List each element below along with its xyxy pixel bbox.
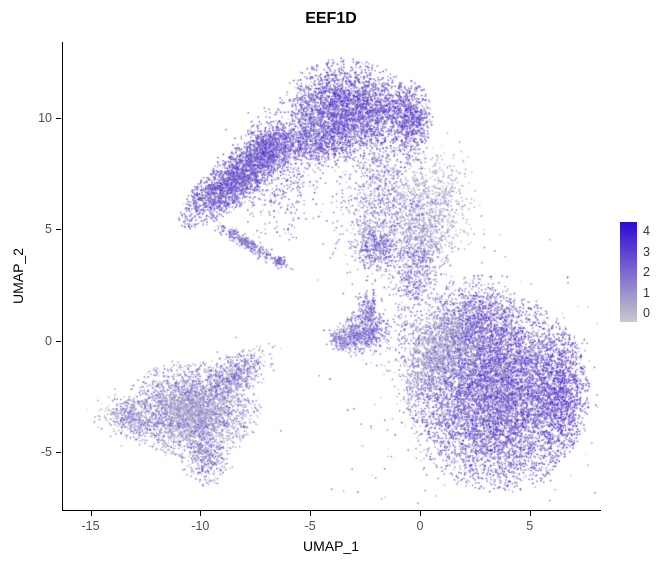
- x-tick-label: 0: [416, 519, 424, 533]
- x-tick-label: -5: [304, 519, 316, 533]
- y-axis-title: UMAP_2: [10, 247, 26, 305]
- y-tick-mark: [56, 229, 61, 231]
- y-tick-mark: [56, 340, 61, 342]
- y-tick-label: 5: [45, 222, 52, 237]
- y-tick-label: 0: [45, 333, 52, 348]
- y-tick-mark: [56, 452, 61, 454]
- legend-tick-label: 0: [643, 306, 650, 320]
- x-tick-mark: [310, 511, 312, 516]
- x-tick-mark: [529, 511, 531, 516]
- x-tick-mark: [200, 511, 202, 516]
- x-tick-mark: [90, 511, 92, 516]
- y-tick-mark: [56, 117, 61, 119]
- expression-colorbar-gradient: [620, 222, 637, 322]
- x-tick-label: 5: [526, 519, 534, 533]
- legend-tick-label: 2: [643, 265, 650, 279]
- x-tick-mark: [419, 511, 421, 516]
- x-axis-title: UMAP_1: [302, 538, 360, 554]
- y-tick-label: -5: [40, 445, 52, 460]
- plot-area: [62, 42, 601, 511]
- x-tick-label: -15: [81, 519, 100, 533]
- legend-tick-label: 3: [643, 244, 650, 259]
- plot-title: EEF1D: [305, 10, 357, 27]
- y-tick-label: 10: [38, 110, 52, 125]
- umap-scatter-canvas: [63, 42, 601, 510]
- x-tick-label: -10: [191, 519, 210, 533]
- legend-tick-label: 1: [643, 285, 650, 300]
- legend-tick-label: 4: [643, 224, 650, 238]
